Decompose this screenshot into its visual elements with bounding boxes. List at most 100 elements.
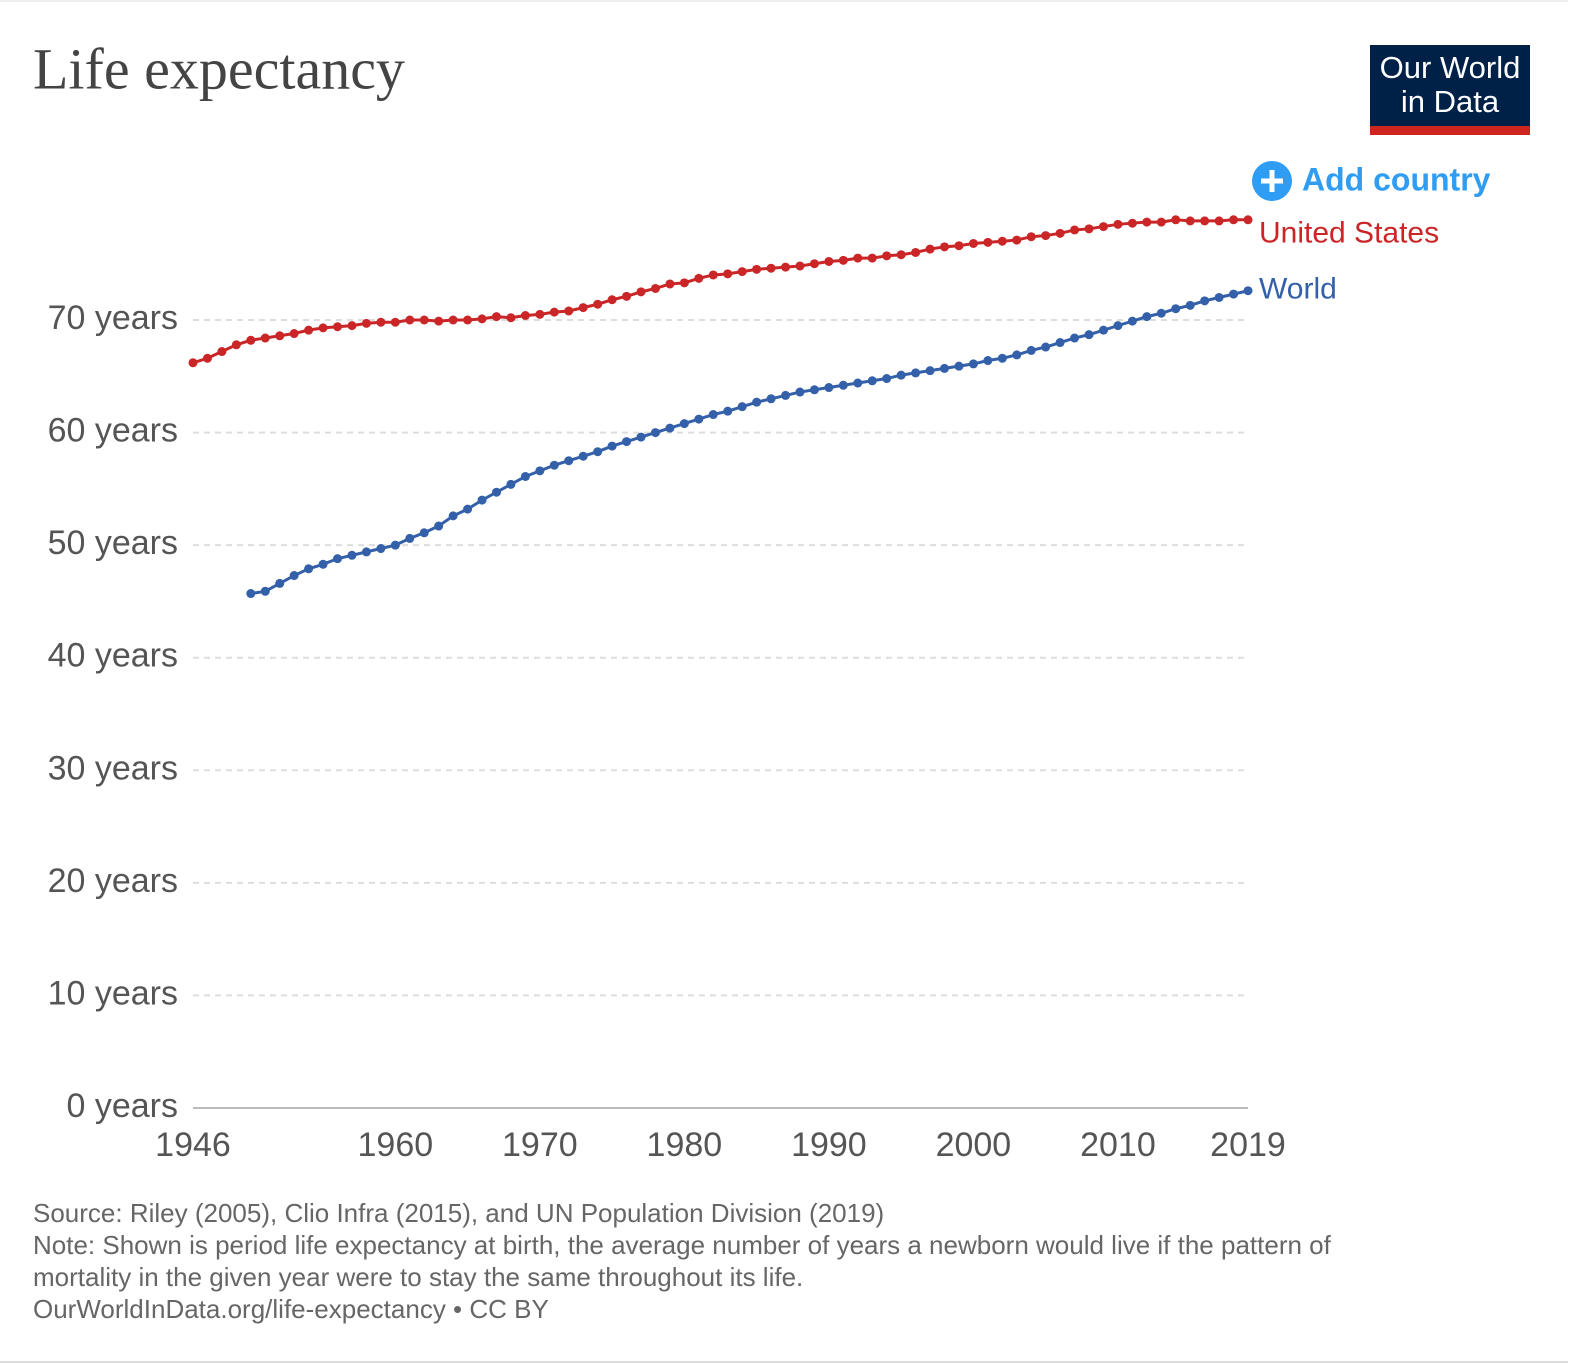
data-point (1229, 289, 1239, 299)
data-point (968, 238, 978, 248)
data-point (361, 318, 371, 328)
x-tick-label: 1946 (155, 1126, 231, 1164)
series: World (246, 273, 1337, 599)
y-tick-label: 10 years (48, 974, 178, 1012)
data-point (217, 347, 227, 357)
data-point (535, 309, 545, 319)
data-point (1041, 342, 1051, 352)
data-point (954, 241, 964, 251)
data-point (983, 356, 993, 366)
x-tick-label: 2019 (1210, 1126, 1286, 1164)
logo-bg (1370, 45, 1530, 135)
logo: Our World in Data (1370, 45, 1530, 135)
data-point (665, 423, 675, 433)
data-point (188, 358, 198, 368)
data-point (752, 397, 762, 407)
data-point (940, 363, 950, 373)
data-point (1026, 345, 1036, 355)
data-point (867, 376, 877, 386)
data-point (1055, 228, 1065, 238)
data-point (809, 259, 819, 269)
data-point (622, 437, 632, 447)
data-point (911, 247, 921, 257)
x-tick-label: 1960 (358, 1126, 434, 1164)
data-point (997, 353, 1007, 363)
data-point (694, 414, 704, 424)
data-point (636, 287, 646, 297)
data-point (766, 263, 776, 273)
logo-strip (1370, 126, 1530, 135)
chart-title: Life expectancy (33, 36, 405, 101)
data-point (838, 380, 848, 390)
data-point (564, 456, 574, 466)
data-point (607, 295, 617, 305)
y-tick-label: 20 years (48, 862, 178, 900)
data-point (795, 261, 805, 271)
data-point (781, 262, 791, 272)
series-line (250, 289, 1249, 596)
data-point (361, 547, 371, 557)
data-point (607, 441, 617, 451)
data-point (1041, 231, 1051, 241)
data-point (1200, 296, 1210, 306)
data-point (1185, 300, 1195, 310)
data-point (434, 521, 444, 531)
data-point (1156, 308, 1166, 318)
y-tick-label: 40 years (48, 637, 178, 675)
data-point (1012, 235, 1022, 245)
data-point (347, 321, 357, 331)
x-tick-label: 1970 (502, 1126, 578, 1164)
data-point (694, 273, 704, 283)
data-point (838, 255, 848, 265)
data-point (390, 317, 400, 327)
data-point (246, 589, 256, 599)
data-point (506, 479, 516, 489)
data-point (824, 256, 834, 266)
url-license: OurWorldInData.org/life-expectancy • CC … (33, 1294, 549, 1324)
y-tick-label: 60 years (48, 412, 178, 450)
data-point (405, 533, 415, 543)
data-point (954, 361, 964, 371)
data-point (650, 283, 660, 293)
series-label: United States (1259, 217, 1439, 250)
add-country-button[interactable]: Add country (1252, 161, 1491, 201)
data-point (231, 340, 241, 350)
series-line (192, 218, 1248, 365)
y-tick-label: 70 years (48, 299, 178, 337)
data-point (564, 306, 574, 316)
data-point (968, 359, 978, 369)
data-point (1142, 217, 1152, 227)
data-point (896, 370, 906, 380)
data-point (1084, 224, 1094, 234)
add-country-label: Add country (1302, 161, 1491, 197)
data-point (1055, 338, 1065, 348)
data-point (882, 374, 892, 384)
add-icon-plus (1261, 170, 1283, 192)
data-point (781, 390, 791, 400)
data-point (333, 322, 343, 332)
data-point (983, 237, 993, 247)
source: Source: Riley (2005), Clio Infra (2015),… (33, 1198, 885, 1228)
data-point (549, 307, 559, 317)
logo-text: in Data (1401, 84, 1500, 119)
data-point (491, 487, 501, 497)
data-point (390, 540, 400, 550)
data-point (376, 544, 386, 554)
data-point (1070, 225, 1080, 235)
note: Note: Shown is period life expectancy at… (33, 1230, 1331, 1292)
y-tick-label: 30 years (48, 749, 178, 787)
y-tick-label: 50 years (48, 524, 178, 562)
data-point (535, 466, 545, 476)
data-point (679, 419, 689, 429)
data-point (809, 385, 819, 395)
data-point (679, 278, 689, 288)
data-point (506, 313, 516, 323)
data-point (708, 270, 718, 280)
data-point (520, 471, 530, 481)
data-point (376, 317, 386, 327)
data-point (1070, 333, 1080, 343)
data-point (477, 495, 487, 505)
data-point (304, 564, 314, 574)
